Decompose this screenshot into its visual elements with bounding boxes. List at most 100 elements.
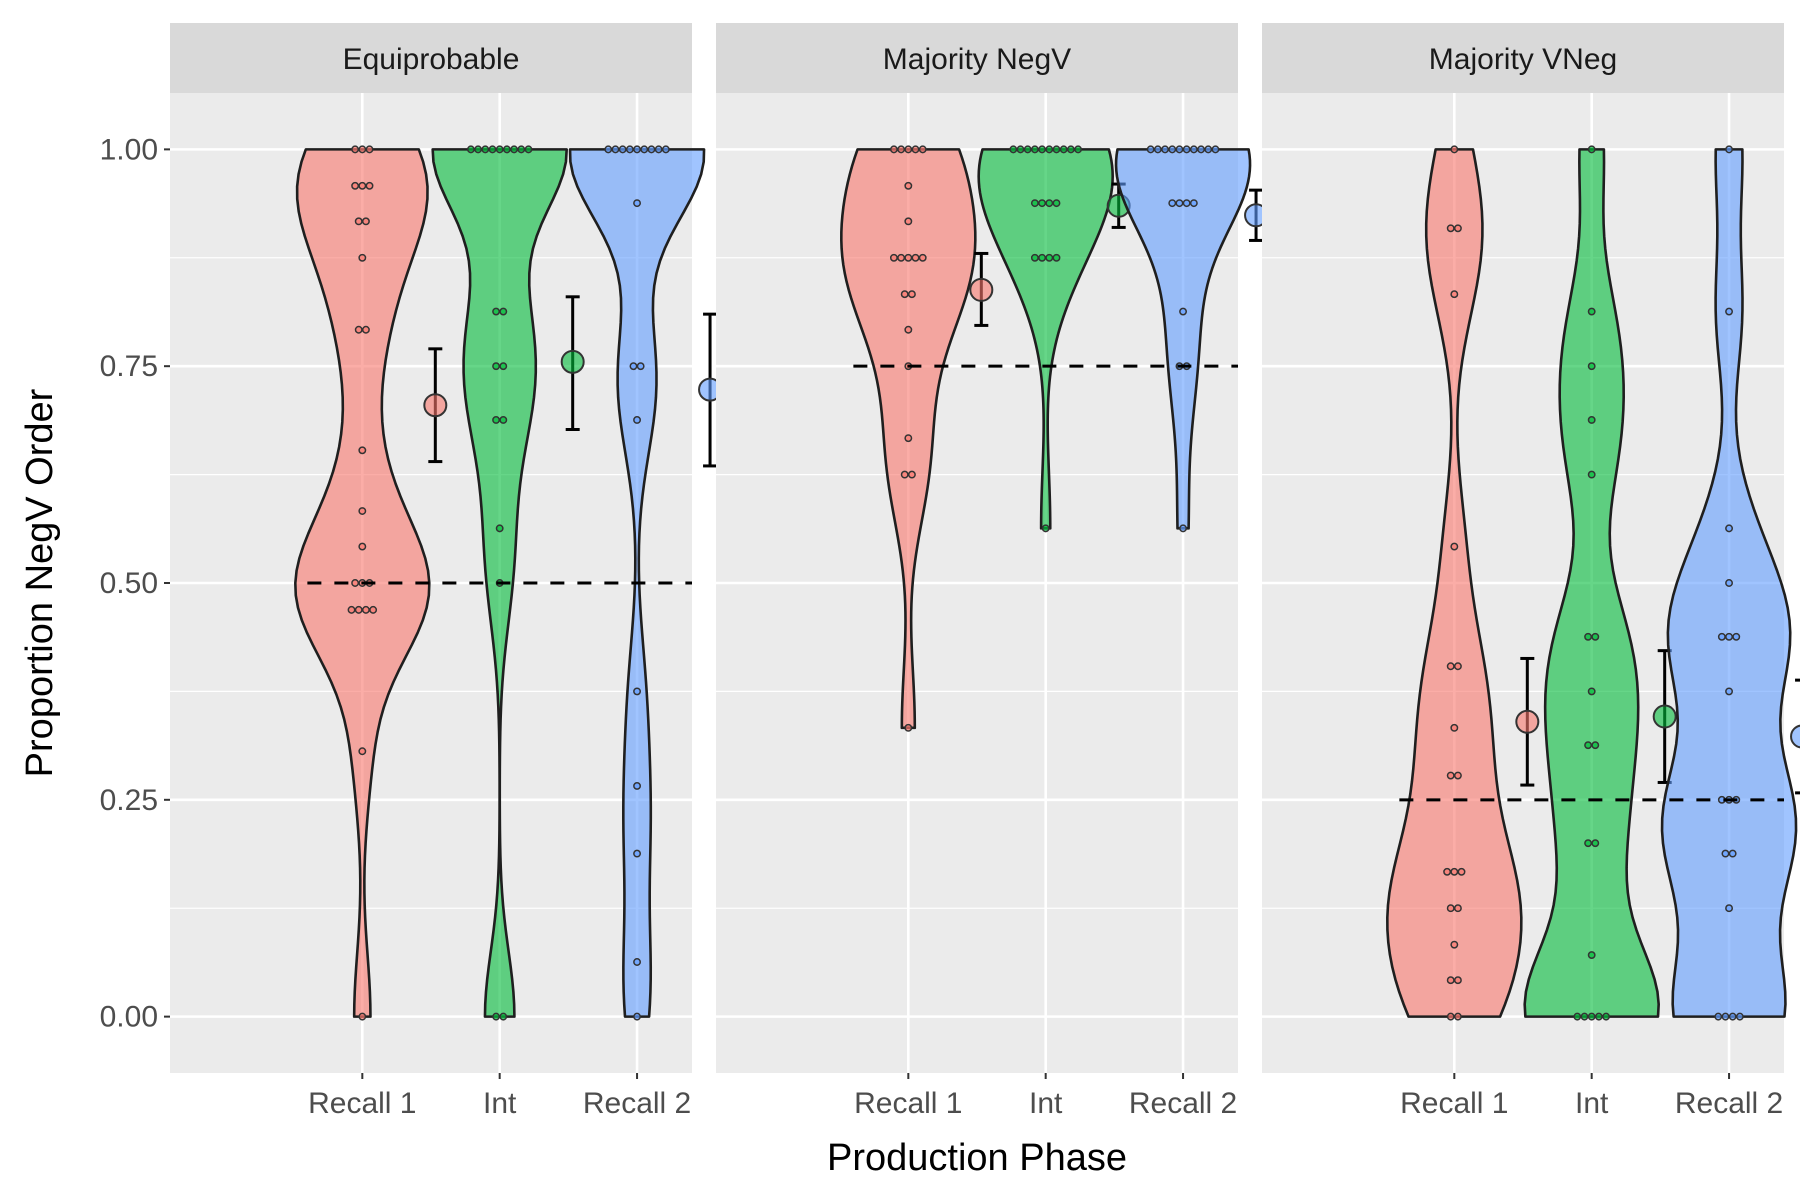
data-point	[1728, 849, 1737, 858]
data-point	[1594, 1012, 1603, 1021]
data-point	[358, 446, 367, 455]
data-point	[647, 145, 656, 154]
data-point	[1041, 524, 1050, 533]
strip-label: Majority VNeg	[1429, 43, 1617, 76]
data-point	[1453, 1012, 1462, 1021]
data-point	[1453, 976, 1462, 985]
data-point	[1446, 904, 1455, 913]
group-recall-1	[840, 145, 994, 732]
violin-recall-2	[1114, 148, 1252, 530]
data-point	[354, 605, 363, 614]
data-point	[517, 145, 526, 154]
data-point	[1052, 145, 1061, 154]
data-point	[1038, 145, 1047, 154]
strip-majority-vneg	[1262, 23, 1784, 93]
data-point	[1153, 145, 1162, 154]
data-point	[1038, 199, 1047, 208]
data-point	[1587, 1012, 1596, 1021]
y-axis-title: Proportion NegV Order	[19, 388, 61, 777]
data-point	[1587, 145, 1596, 154]
data-point	[358, 542, 367, 551]
data-point	[1189, 145, 1198, 154]
data-point	[1045, 199, 1054, 208]
data-point	[1580, 1012, 1589, 1021]
data-point	[1038, 253, 1047, 262]
x-tick-label: Recall 1	[1400, 1087, 1508, 1120]
data-point	[1030, 253, 1039, 262]
data-point	[1030, 199, 1039, 208]
group-recall-2	[1114, 145, 1269, 533]
mean-point	[969, 277, 994, 302]
data-point	[365, 145, 374, 154]
data-point	[361, 325, 370, 334]
data-point	[907, 470, 916, 479]
data-point	[625, 145, 634, 154]
data-point	[495, 145, 504, 154]
data-point	[1584, 839, 1593, 848]
data-point	[492, 1012, 501, 1021]
data-point	[904, 723, 913, 732]
data-point	[633, 416, 642, 424]
data-point	[481, 145, 490, 154]
mean-point	[1790, 724, 1800, 749]
data-point	[351, 579, 360, 587]
data-point	[358, 507, 367, 515]
data-point	[361, 605, 370, 614]
mean-point	[1515, 709, 1540, 734]
data-point	[499, 1012, 508, 1021]
data-point	[904, 217, 913, 226]
data-point	[911, 145, 920, 154]
mean-point	[423, 393, 448, 418]
data-point	[1587, 416, 1596, 424]
data-point	[1189, 199, 1198, 208]
data-point	[1725, 579, 1734, 587]
x-tick-label: Int	[1575, 1087, 1609, 1120]
data-point	[1453, 771, 1462, 780]
data-point	[1045, 145, 1054, 154]
data-point	[633, 958, 642, 966]
data-point	[900, 470, 909, 479]
data-point	[1453, 224, 1462, 233]
data-point	[1450, 542, 1459, 551]
data-point	[354, 325, 363, 334]
data-point	[633, 1012, 642, 1021]
data-point	[1168, 145, 1177, 154]
data-point	[904, 253, 913, 262]
data-point	[661, 145, 670, 154]
data-point	[1204, 145, 1213, 154]
data-point	[1450, 723, 1459, 732]
data-point	[1587, 470, 1596, 479]
y-tick-label: 0.00	[100, 1001, 158, 1034]
data-point	[1717, 632, 1726, 641]
data-point	[1179, 524, 1188, 533]
data-point	[1052, 253, 1061, 262]
data-point	[604, 145, 613, 154]
data-point	[358, 253, 367, 262]
data-point	[1443, 867, 1452, 876]
data-point	[636, 362, 645, 371]
data-point	[347, 605, 356, 614]
data-point	[524, 145, 533, 154]
data-point	[502, 145, 511, 154]
y-tick-label: 0.50	[100, 567, 158, 600]
data-point	[1168, 199, 1177, 208]
data-point	[1450, 145, 1459, 154]
data-point	[1182, 199, 1191, 208]
data-point	[358, 145, 367, 154]
data-point	[1732, 632, 1741, 641]
data-point	[1175, 145, 1184, 154]
data-point	[1211, 145, 1220, 154]
data-point	[1074, 145, 1083, 154]
data-point	[358, 1012, 367, 1021]
data-point	[351, 145, 360, 154]
data-point	[466, 145, 475, 154]
x-tick-label: Recall 1	[854, 1087, 962, 1120]
data-point	[1735, 1012, 1744, 1021]
data-point	[1016, 145, 1025, 154]
strip-majority-negv	[716, 23, 1238, 93]
data-point	[1446, 224, 1455, 233]
data-point	[633, 145, 642, 154]
data-point	[911, 253, 920, 262]
group-int	[977, 145, 1131, 533]
